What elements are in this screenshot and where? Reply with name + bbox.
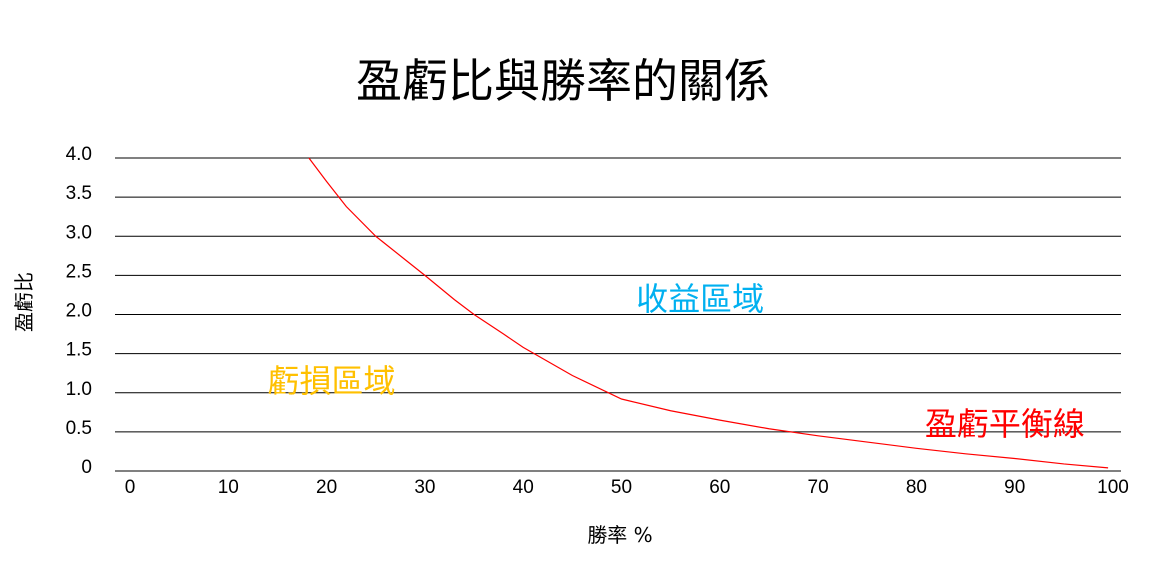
x-axis-label: 勝率 % xyxy=(587,523,652,547)
x-tick-label: 50 xyxy=(611,477,632,498)
y-tick-label: 0.5 xyxy=(66,418,92,439)
x-tick-label: 70 xyxy=(808,477,829,498)
x-tick-label: 100 xyxy=(1097,477,1129,498)
chart-title: 盈虧比與勝率的關係 xyxy=(356,54,770,108)
x-tick-label: 0 xyxy=(125,477,136,498)
y-tick-label: 3.5 xyxy=(66,183,92,204)
x-tick-label: 10 xyxy=(218,477,239,498)
y-axis-ticks: 0 0.5 1.0 1.5 2.0 2.5 3.0 3.5 4.0 xyxy=(66,144,92,478)
breakeven-line xyxy=(308,157,1109,469)
y-tick-label: 2.0 xyxy=(66,301,92,322)
x-axis-ticks: 0 10 20 30 40 50 60 70 80 90 100 xyxy=(125,477,1129,498)
y-tick-label: 1.5 xyxy=(66,340,92,361)
x-tick-label: 90 xyxy=(1004,477,1025,498)
annotation-label: 收益區域 xyxy=(636,280,764,318)
annotation-label: 盈虧平衡線 xyxy=(925,405,1085,443)
y-tick-label: 0 xyxy=(81,457,92,478)
annotation-label: 虧損區域 xyxy=(268,362,396,400)
y-tick-label: 2.5 xyxy=(66,261,92,282)
grid-lines xyxy=(115,157,1121,472)
y-axis-label: 盈虧比 xyxy=(12,272,36,332)
y-tick-label: 4.0 xyxy=(66,144,92,165)
x-tick-label: 30 xyxy=(414,477,435,498)
x-tick-label: 60 xyxy=(709,477,730,498)
x-tick-label: 20 xyxy=(316,477,337,498)
x-tick-label: 80 xyxy=(906,477,927,498)
y-tick-label: 1.0 xyxy=(66,379,92,400)
x-tick-label: 40 xyxy=(513,477,534,498)
y-tick-label: 3.0 xyxy=(66,222,92,243)
